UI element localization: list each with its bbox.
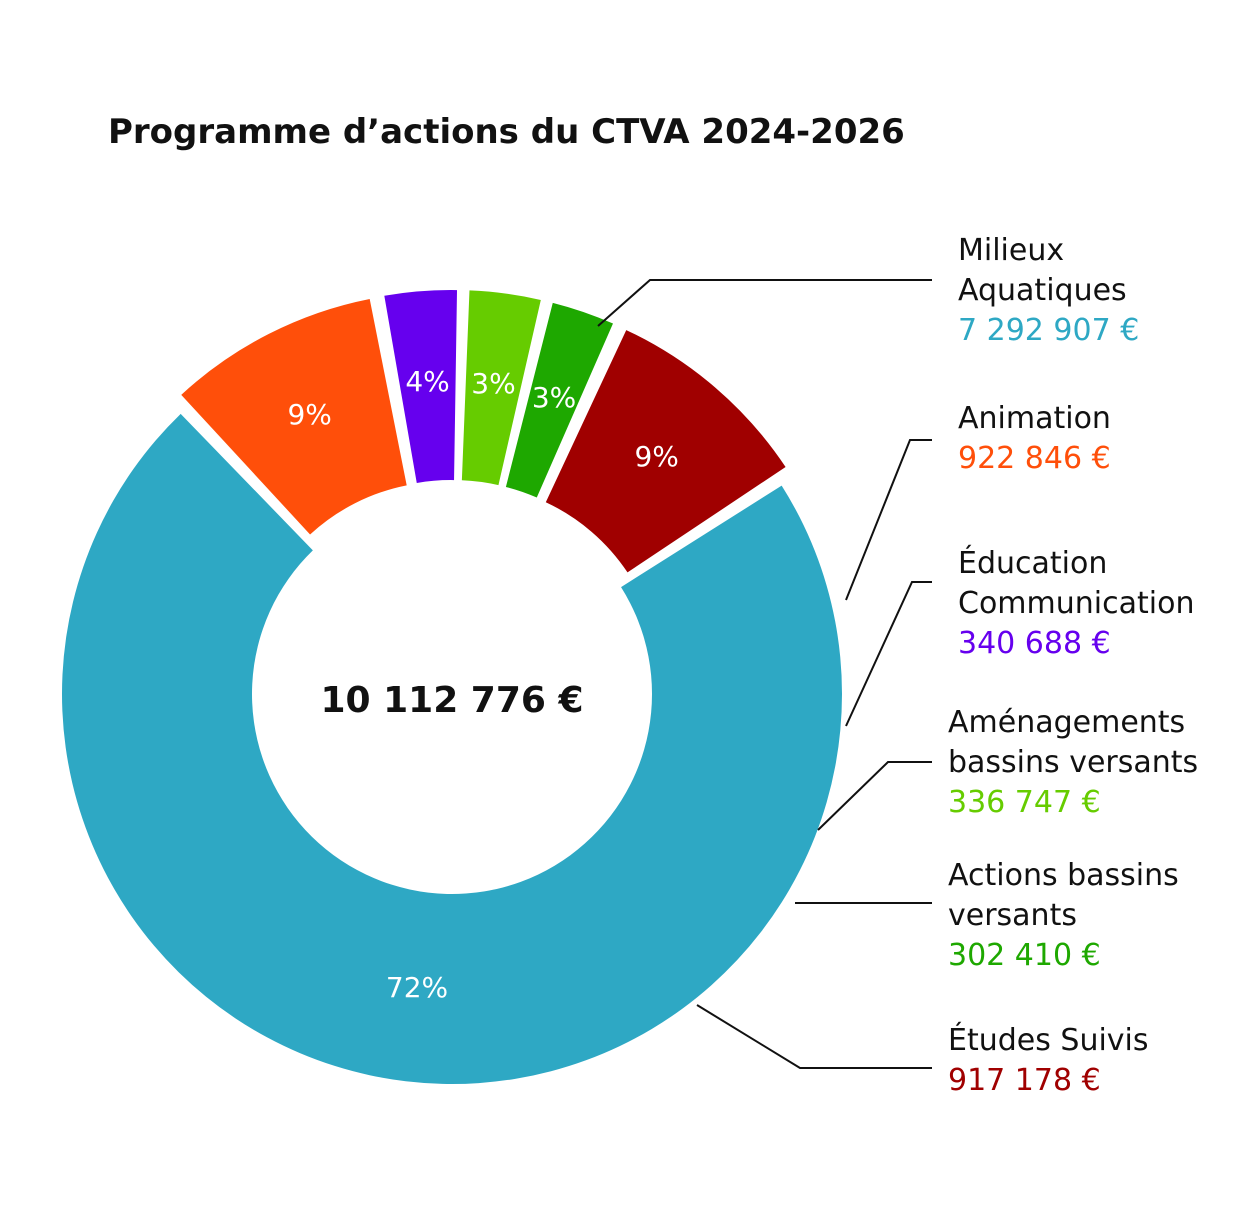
slice-name-2-line-1: Communication xyxy=(958,586,1194,621)
percent-label-3: 3% xyxy=(471,367,515,400)
chart-title: Programme d’actions du CTVA 2024-2026 xyxy=(108,112,905,152)
slice-labels-group: Milieux Aquatiques 7 292 907 € Animation 922… xyxy=(948,233,1198,1098)
leader-line-3 xyxy=(817,761,932,831)
slice-value-5: 917 178 € xyxy=(948,1063,1101,1098)
slice-5 xyxy=(545,330,786,573)
slice-4 xyxy=(505,302,613,498)
slice-name-2-line-0: Éducation xyxy=(958,545,1107,581)
slice-name-0-line-1: Aquatiques xyxy=(958,273,1127,308)
slice-0 xyxy=(61,413,842,1085)
slice-3 xyxy=(461,290,541,486)
percent-label-0: 72% xyxy=(386,971,448,1004)
leader-lines-group xyxy=(597,279,932,1069)
slice-value-4: 302 410 € xyxy=(948,938,1101,973)
slice-name-4-line-0: Actions bassins xyxy=(948,858,1179,893)
slice-1 xyxy=(181,298,407,535)
slice-value-2: 340 688 € xyxy=(958,626,1111,661)
percent-label-1: 9% xyxy=(287,398,331,431)
slice-value-3: 336 747 € xyxy=(948,785,1101,820)
slice-value-0: 7 292 907 € xyxy=(958,313,1139,348)
slice-name-4-line-1: versants xyxy=(948,898,1077,933)
leader-line-2 xyxy=(845,581,932,727)
leader-line-1 xyxy=(845,439,932,601)
slices-group xyxy=(61,290,842,1085)
slice-name-0-line-0: Milieux xyxy=(958,233,1064,268)
leader-line-5 xyxy=(696,1004,932,1069)
slice-2 xyxy=(384,290,458,483)
slice-name-3-line-0: Aménagements xyxy=(948,705,1185,740)
percent-labels-group: 72% 9% 4% 3% 3% 9% xyxy=(287,365,678,1004)
percent-label-2: 4% xyxy=(405,365,449,398)
slice-value-1: 922 846 € xyxy=(958,441,1111,476)
percent-label-4: 3% xyxy=(532,381,576,414)
percent-label-5: 9% xyxy=(634,440,678,473)
slice-name-3-line-1: bassins versants xyxy=(948,745,1198,780)
center-total: 10 112 776 € xyxy=(320,680,583,721)
leader-line-0 xyxy=(597,279,932,327)
slice-name-5-line-0: Études Suivis xyxy=(948,1022,1149,1058)
slice-name-1-line-0: Animation xyxy=(958,401,1111,436)
